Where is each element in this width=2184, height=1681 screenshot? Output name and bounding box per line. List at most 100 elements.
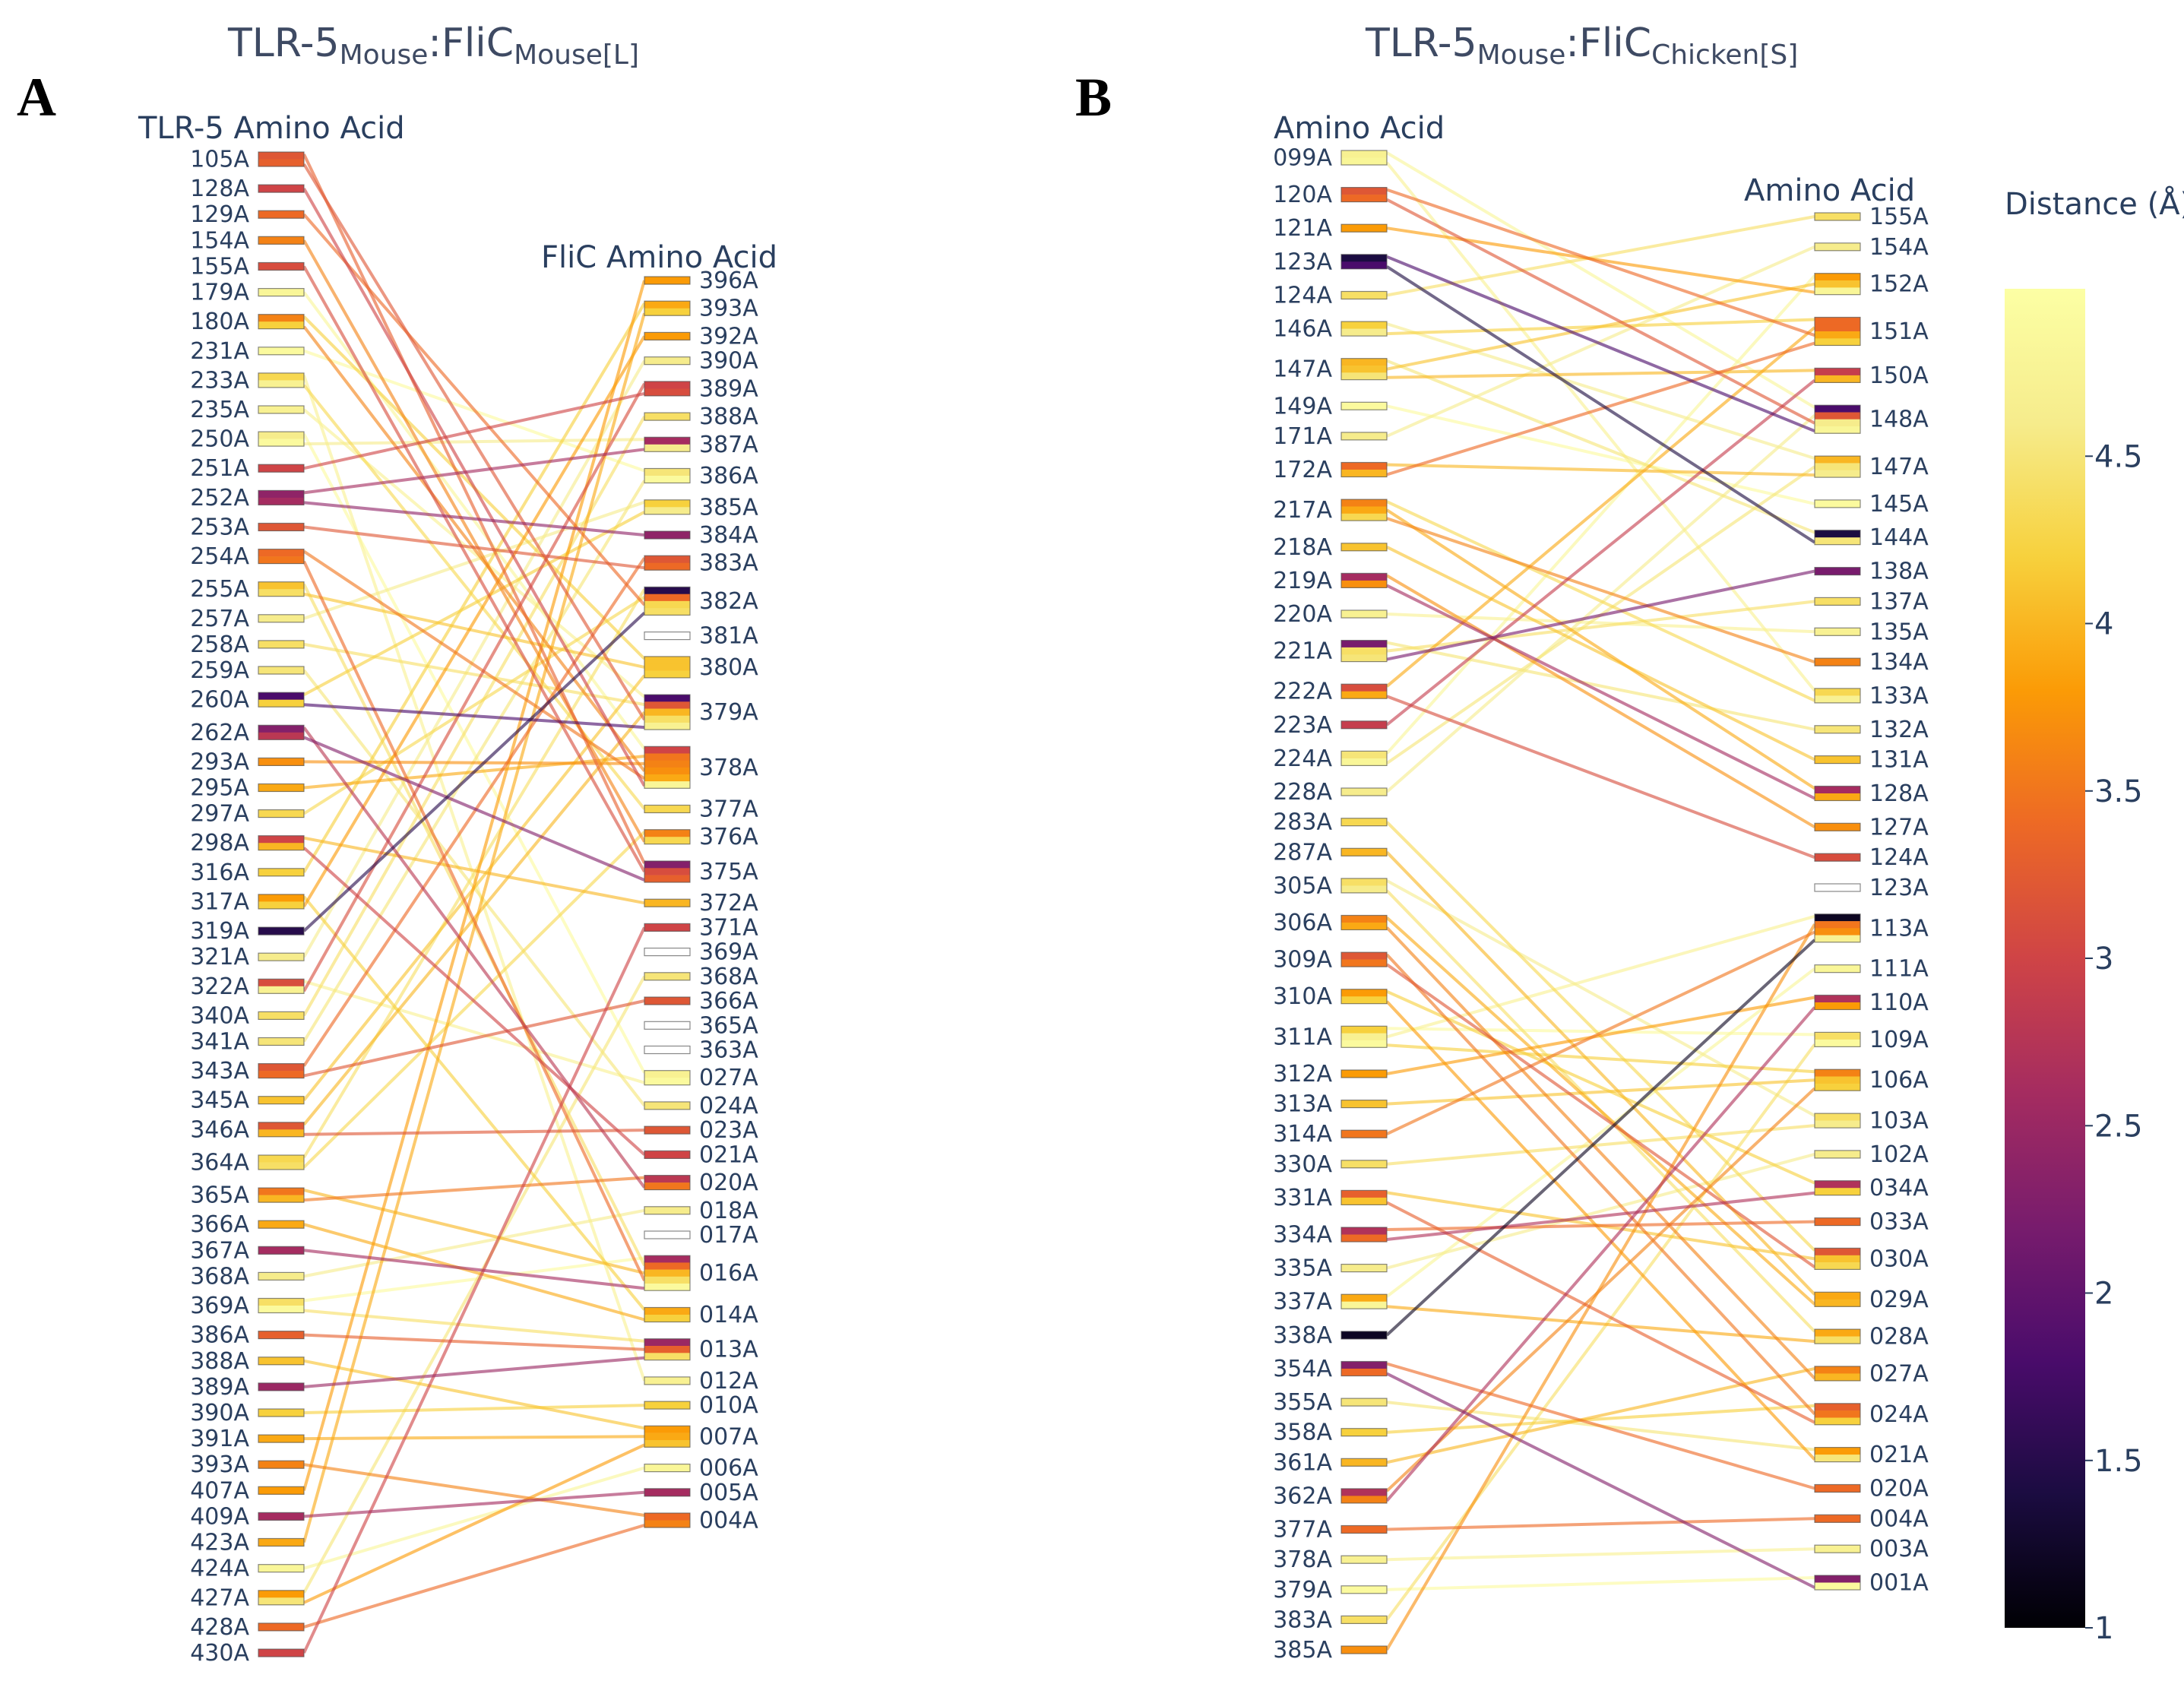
category-bar-260A[interactable] (258, 692, 305, 708)
category-bar-330A[interactable] (1340, 1160, 1388, 1169)
category-bar-407A[interactable] (258, 1486, 305, 1495)
category-bar-221A[interactable] (1340, 639, 1388, 663)
category-bar-217A[interactable] (1340, 499, 1388, 521)
category-bar-147A[interactable] (1340, 358, 1388, 381)
category-bar-384A[interactable] (644, 530, 691, 540)
category-bar-386A[interactable] (644, 467, 691, 484)
category-bar-029A[interactable] (1814, 1291, 1861, 1307)
category-bar-287A[interactable] (1340, 847, 1388, 856)
category-bar-023A[interactable] (644, 1125, 691, 1135)
category-bar-393A[interactable] (258, 1460, 305, 1469)
category-bar-132A[interactable] (1814, 725, 1861, 734)
category-bar-309A[interactable] (1340, 951, 1388, 967)
category-bar-293A[interactable] (258, 757, 305, 767)
category-bar-034A[interactable] (1814, 1180, 1861, 1196)
category-bar-295A[interactable] (258, 783, 305, 793)
category-bar-020A[interactable] (644, 1174, 691, 1191)
category-bar-005A[interactable] (644, 1488, 691, 1497)
category-bar-427A[interactable] (258, 1590, 305, 1606)
category-bar-123A[interactable] (1814, 883, 1861, 892)
category-bar-366A[interactable] (258, 1220, 305, 1229)
category-bar-014A[interactable] (644, 1306, 691, 1323)
category-bar-383A[interactable] (644, 555, 691, 571)
category-bar-378A[interactable] (1340, 1555, 1388, 1564)
category-bar-382A[interactable] (644, 586, 691, 616)
category-bar-390A[interactable] (644, 356, 691, 366)
category-bar-396A[interactable] (644, 276, 691, 285)
category-bar-377A[interactable] (644, 804, 691, 814)
category-bar-233A[interactable] (258, 372, 305, 388)
category-bar-017A[interactable] (644, 1230, 691, 1239)
category-bar-155A[interactable] (258, 261, 305, 271)
category-bar-109A[interactable] (1814, 1031, 1861, 1048)
category-bar-262A[interactable] (258, 724, 305, 740)
category-bar-027A[interactable] (1814, 1366, 1861, 1382)
category-bar-366A[interactable] (644, 996, 691, 1005)
category-bar-335A[interactable] (1340, 1263, 1388, 1273)
category-bar-150A[interactable] (1814, 367, 1861, 383)
category-bar-154A[interactable] (1814, 242, 1861, 252)
category-bar-124A[interactable] (1340, 290, 1388, 300)
category-bar-155A[interactable] (1814, 212, 1861, 221)
category-bar-343A[interactable] (258, 1062, 305, 1079)
category-bar-358A[interactable] (1340, 1428, 1388, 1437)
category-bar-016A[interactable] (644, 1255, 691, 1291)
category-bar-121A[interactable] (1340, 223, 1388, 233)
category-bar-024A[interactable] (1814, 1403, 1861, 1426)
category-bar-283A[interactable] (1340, 818, 1388, 827)
category-bar-334A[interactable] (1340, 1227, 1388, 1243)
category-bar-310A[interactable] (1340, 989, 1388, 1005)
category-bar-378A[interactable] (644, 746, 691, 789)
category-bar-341A[interactable] (258, 1037, 305, 1046)
category-bar-372A[interactable] (644, 898, 691, 907)
category-bar-131A[interactable] (1814, 755, 1861, 765)
category-bar-231A[interactable] (258, 347, 305, 356)
category-bar-027A[interactable] (644, 1070, 691, 1086)
category-bar-346A[interactable] (258, 1122, 305, 1138)
category-bar-392A[interactable] (644, 331, 691, 340)
category-bar-430A[interactable] (258, 1648, 305, 1657)
category-bar-298A[interactable] (258, 835, 305, 851)
category-bar-120A[interactable] (1340, 187, 1388, 203)
category-bar-380A[interactable] (644, 656, 691, 679)
category-bar-253A[interactable] (258, 522, 305, 532)
category-bar-257A[interactable] (258, 614, 305, 623)
category-bar-113A[interactable] (1814, 913, 1861, 943)
category-bar-388A[interactable] (258, 1357, 305, 1366)
category-bar-385A[interactable] (644, 499, 691, 515)
category-bar-134A[interactable] (1814, 657, 1861, 666)
category-bar-218A[interactable] (1340, 543, 1388, 552)
category-bar-368A[interactable] (258, 1271, 305, 1281)
category-bar-219A[interactable] (1340, 572, 1388, 589)
category-bar-145A[interactable] (1814, 499, 1861, 508)
category-bar-228A[interactable] (1340, 787, 1388, 796)
category-bar-385A[interactable] (1340, 1645, 1388, 1654)
category-bar-312A[interactable] (1340, 1069, 1388, 1078)
category-bar-028A[interactable] (1814, 1328, 1861, 1344)
category-bar-379A[interactable] (644, 694, 691, 730)
category-bar-319A[interactable] (258, 926, 305, 935)
category-bar-428A[interactable] (258, 1622, 305, 1632)
category-bar-030A[interactable] (1814, 1247, 1861, 1271)
category-bar-110A[interactable] (1814, 994, 1861, 1011)
category-bar-018A[interactable] (644, 1206, 691, 1215)
category-bar-001A[interactable] (1814, 1575, 1861, 1591)
category-bar-362A[interactable] (1340, 1488, 1388, 1504)
category-bar-252A[interactable] (258, 489, 305, 506)
category-bar-369A[interactable] (258, 1297, 305, 1314)
category-bar-172A[interactable] (1340, 461, 1388, 478)
category-bar-135A[interactable] (1814, 627, 1861, 636)
category-bar-223A[interactable] (1340, 720, 1388, 730)
category-bar-393A[interactable] (644, 300, 691, 316)
category-bar-345A[interactable] (258, 1096, 305, 1105)
category-bar-297A[interactable] (258, 809, 305, 818)
category-bar-180A[interactable] (258, 314, 305, 330)
category-bar-313A[interactable] (1340, 1099, 1388, 1109)
category-bar-004A[interactable] (1814, 1514, 1861, 1523)
category-bar-355A[interactable] (1340, 1398, 1388, 1407)
category-bar-235A[interactable] (258, 405, 305, 414)
category-bar-102A[interactable] (1814, 1150, 1861, 1159)
category-bar-147A[interactable] (1814, 455, 1861, 478)
category-bar-220A[interactable] (1340, 609, 1388, 619)
category-bar-375A[interactable] (644, 860, 691, 883)
